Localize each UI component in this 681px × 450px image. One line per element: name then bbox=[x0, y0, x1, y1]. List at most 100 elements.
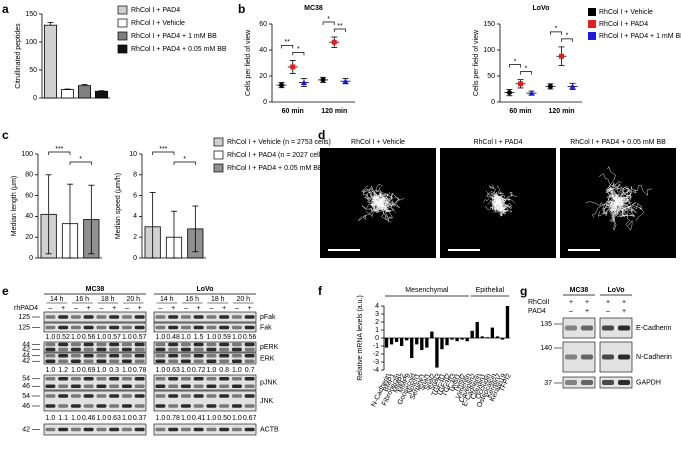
y-tick-label: 4 bbox=[133, 213, 137, 220]
ratio-label: 1.0 bbox=[181, 334, 191, 341]
band bbox=[121, 325, 132, 330]
marker-label: 125 bbox=[18, 314, 30, 321]
marker-label: 54 bbox=[22, 376, 30, 383]
y-tick-label: 50 bbox=[487, 73, 495, 80]
band bbox=[83, 376, 94, 381]
band bbox=[602, 380, 614, 385]
legend-swatch bbox=[588, 20, 596, 28]
band bbox=[244, 353, 255, 358]
band bbox=[219, 342, 230, 347]
y-tick-label: 3 bbox=[375, 311, 379, 318]
marker-label: 46 bbox=[22, 383, 30, 390]
x-tick-label: 120 min bbox=[321, 108, 347, 115]
ratio-label: 1.0 bbox=[122, 334, 132, 341]
significance-bracket bbox=[561, 38, 573, 42]
band bbox=[83, 342, 94, 347]
band bbox=[193, 342, 204, 347]
band bbox=[219, 394, 230, 398]
y-tick-label: 100 bbox=[25, 39, 37, 46]
band bbox=[206, 404, 217, 408]
y-tick-label: 100 bbox=[21, 151, 33, 158]
ratio-label: 1.0 bbox=[156, 367, 166, 374]
panel-letter: e bbox=[2, 284, 9, 298]
band bbox=[83, 353, 94, 358]
band bbox=[180, 342, 191, 347]
band bbox=[168, 315, 179, 319]
band bbox=[180, 325, 191, 330]
blot bbox=[153, 423, 257, 436]
track bbox=[365, 199, 380, 215]
sign: – bbox=[99, 305, 103, 312]
x-tick-label: 60 min bbox=[282, 108, 304, 115]
band bbox=[134, 427, 145, 432]
time-label: 20 h bbox=[236, 296, 250, 303]
bar bbox=[384, 338, 389, 348]
band bbox=[70, 427, 81, 432]
marker-label: 46 bbox=[22, 403, 30, 410]
band bbox=[58, 347, 69, 352]
bar bbox=[77, 85, 92, 99]
panel-letter: a bbox=[2, 2, 9, 16]
legend-swatch bbox=[117, 18, 128, 28]
blot bbox=[43, 311, 147, 323]
panel-letter: d bbox=[318, 128, 325, 142]
protein-label: pJNK bbox=[260, 379, 277, 386]
blot bbox=[599, 376, 633, 389]
band bbox=[193, 384, 204, 389]
band bbox=[45, 384, 56, 389]
band bbox=[168, 347, 179, 352]
significance-label: * bbox=[79, 156, 82, 163]
sign: + bbox=[138, 305, 142, 312]
marker-label: 42 bbox=[22, 358, 30, 365]
band bbox=[58, 427, 69, 432]
band bbox=[244, 315, 255, 319]
track bbox=[606, 197, 625, 209]
bar bbox=[435, 338, 439, 368]
ratio-label: 0.59 bbox=[217, 334, 231, 341]
band bbox=[231, 384, 242, 389]
band bbox=[193, 353, 204, 358]
band bbox=[231, 376, 242, 381]
sign: + bbox=[569, 299, 573, 306]
legend-swatch bbox=[117, 5, 128, 15]
band bbox=[58, 315, 69, 319]
legend-label: RhCol I + PAD4 + 1 mM BB bbox=[131, 33, 217, 40]
track bbox=[492, 192, 499, 204]
legend-label: RhCol I + PAD4 + 1 mM BB bbox=[599, 33, 681, 40]
y-tick-label: 60 bbox=[259, 21, 267, 28]
bar bbox=[430, 331, 434, 338]
mean-marker bbox=[506, 90, 512, 96]
band bbox=[219, 359, 230, 364]
y-tick-label: -4 bbox=[373, 367, 379, 374]
y-tick-label: 80 bbox=[25, 172, 33, 179]
band bbox=[180, 394, 191, 398]
cell-line: MC38 bbox=[86, 286, 105, 293]
band bbox=[83, 359, 94, 364]
sign: + bbox=[622, 299, 626, 306]
protein-label: Fak bbox=[260, 324, 272, 331]
band bbox=[109, 359, 120, 364]
band bbox=[96, 347, 107, 352]
protein-label: GAPDH bbox=[636, 379, 661, 386]
bar bbox=[460, 338, 464, 340]
mean-marker bbox=[300, 79, 307, 85]
ratio-label: 0.63 bbox=[166, 367, 180, 374]
ratio-label: 0.56 bbox=[243, 334, 257, 341]
blot bbox=[43, 390, 147, 412]
band bbox=[231, 359, 242, 364]
band bbox=[70, 359, 81, 364]
sign: + bbox=[171, 305, 175, 312]
band bbox=[134, 404, 145, 408]
band bbox=[121, 376, 132, 381]
legend-label: RhCol I + Vehicle (n = 2753 cells) bbox=[227, 139, 331, 146]
band bbox=[58, 384, 69, 389]
band bbox=[206, 394, 217, 398]
band bbox=[155, 315, 166, 319]
significance-label: * bbox=[327, 16, 330, 23]
track bbox=[376, 199, 393, 223]
significance-bracket bbox=[281, 45, 294, 49]
significance-label: *** bbox=[55, 146, 63, 153]
band bbox=[58, 394, 69, 398]
marker-label: 140 bbox=[540, 345, 552, 352]
